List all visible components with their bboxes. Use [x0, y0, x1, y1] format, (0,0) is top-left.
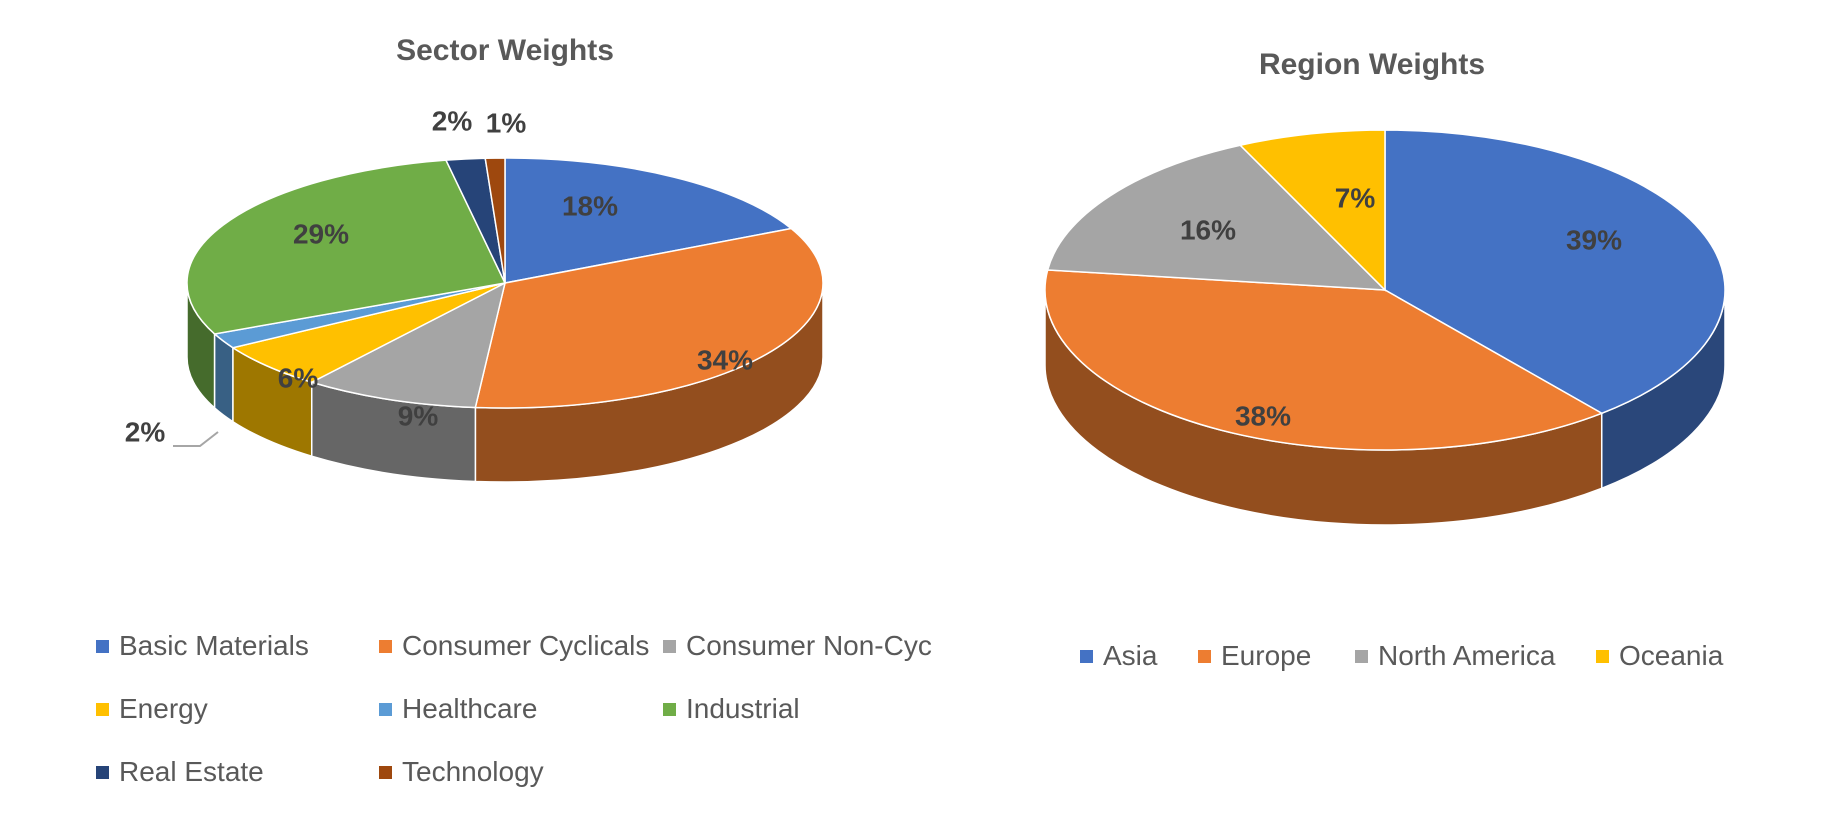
legend-item-oceania: Oceania [1596, 640, 1723, 672]
pie-slice-consumer-cyclicals [474, 227, 824, 409]
data-label-industrial: 29% [293, 218, 349, 249]
sector-chart-title: Sector Weights [396, 34, 614, 67]
region-pie-svg: 39% 38% 16% 7% [1044, 129, 1726, 526]
legend-label: Energy [119, 693, 208, 724]
data-label-technology: 1% [486, 107, 527, 138]
legend-swatch-industrial [663, 702, 676, 716]
pie-slice-technology [484, 157, 506, 284]
pie-slice-europe [1044, 269, 1604, 451]
legend-item-consumer-non-cyc: Consumer Non-Cyc [663, 630, 932, 662]
legend-swatch-consumer-cyclicals [379, 639, 392, 653]
legend-swatch-basic-materials [96, 639, 109, 653]
data-label-asia: 39% [1566, 224, 1622, 255]
legend-label: North America [1378, 640, 1556, 671]
legend-item-industrial: Industrial [663, 693, 800, 725]
data-label-consumer-non-cyc: 9% [398, 400, 439, 431]
legend-item-north-america: North America [1355, 640, 1555, 672]
legend-item-technology: Technology [379, 756, 544, 788]
legend-item-consumer-cyclicals: Consumer Cyclicals [379, 630, 649, 662]
legend-item-energy: Energy [96, 693, 208, 725]
pie-side-healthcare [213, 332, 234, 424]
legend-swatch-technology [379, 765, 392, 779]
legend-item-healthcare: Healthcare [379, 693, 537, 725]
legend-label: Asia [1103, 640, 1158, 671]
data-label-consumer-cyclicals: 34% [697, 344, 753, 375]
legend-label: Consumer Non-Cyc [686, 630, 932, 661]
legend-label: Europe [1221, 640, 1312, 671]
legend-label: Healthcare [402, 693, 538, 724]
legend-swatch-asia [1080, 649, 1093, 663]
pie-slice-north-america [1046, 144, 1387, 291]
pie-slice-industrial [186, 159, 507, 335]
data-label-healthcare: 2% [125, 416, 166, 447]
legend-item-real-estate: Real Estate [96, 756, 264, 788]
legend-swatch-real-estate [96, 765, 109, 779]
legend-label: Industrial [686, 693, 800, 724]
data-label-oceania: 7% [1335, 182, 1376, 213]
legend-swatch-consumer-non-cyc [663, 639, 676, 653]
pie-slice-consumer-non-cyc [309, 281, 507, 409]
legend-swatch-healthcare [379, 702, 392, 716]
leader-line-healthcare [173, 431, 219, 447]
legend-item-basic-materials: Basic Materials [96, 630, 309, 662]
region-chart-title: Region Weights [1258, 48, 1486, 81]
legend-item-europe: Europe [1198, 640, 1311, 672]
legend-item-asia: Asia [1080, 640, 1157, 672]
data-label-north-america: 16% [1180, 214, 1236, 245]
data-label-basic-materials: 18% [562, 190, 618, 221]
pie-slice-oceania [1238, 129, 1386, 292]
legend-label: Consumer Cyclicals [402, 630, 650, 661]
legend-swatch-energy [96, 702, 109, 716]
data-label-real-estate: 2% [432, 105, 473, 136]
region-chart: 39% 38% 16% 7% Region Weights Asia Europe Nor… [960, 0, 1831, 818]
legend-swatch-north-america [1355, 649, 1368, 663]
data-label-europe: 38% [1235, 400, 1291, 431]
legend-label: Real Estate [119, 756, 264, 787]
data-label-energy: 6% [278, 362, 319, 393]
legend-swatch-oceania [1596, 649, 1609, 663]
legend-label: Oceania [1619, 640, 1724, 671]
legend-swatch-europe [1198, 649, 1211, 663]
sector-chart: 18% 34% 9% 6% 2% 29% 2% 1% Sector Weights Basic… [96, 34, 932, 788]
legend-label: Basic Materials [119, 630, 309, 661]
sector-pie-svg: 18% 34% 9% 6% 2% 29% 2% 1% [125, 105, 824, 483]
pie-slice-asia [1384, 129, 1726, 415]
legend-label: Technology [402, 756, 544, 787]
pie-slice-basic-materials [504, 157, 793, 284]
